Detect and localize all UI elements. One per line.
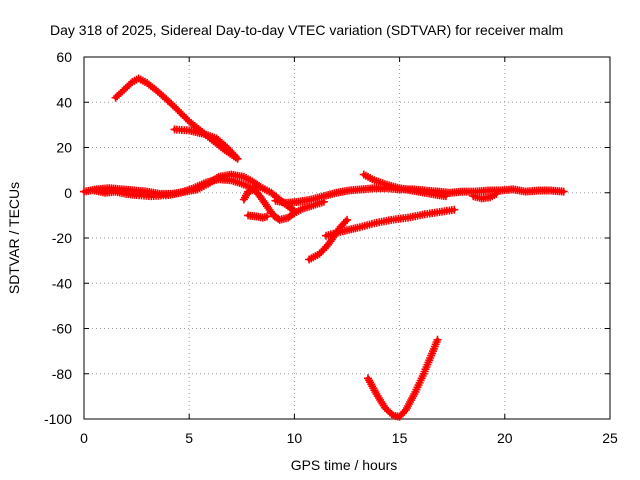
data-point-marker bbox=[433, 335, 442, 344]
y-tick-label: -60 bbox=[52, 321, 72, 337]
series-arc-12 bbox=[322, 205, 459, 240]
x-axis-label: GPS time / hours bbox=[291, 457, 398, 473]
series-arc-6 bbox=[244, 211, 271, 222]
x-tick-label: 10 bbox=[287, 430, 303, 446]
y-tick-label: -40 bbox=[52, 275, 72, 291]
series-arc-1 bbox=[111, 74, 242, 163]
series-arc-13 bbox=[364, 335, 442, 421]
y-tick-label: 20 bbox=[56, 140, 72, 156]
data-point-marker bbox=[231, 152, 240, 161]
plot-frame bbox=[83, 56, 611, 420]
series-arc-4 bbox=[90, 175, 257, 201]
gridlines bbox=[84, 57, 610, 419]
x-tick-label: 25 bbox=[602, 430, 618, 446]
y-tick-label: 0 bbox=[64, 185, 72, 201]
series-arc-8 bbox=[359, 170, 450, 201]
y-tick-label: -20 bbox=[52, 230, 72, 246]
data-point-marker bbox=[341, 217, 350, 226]
data-point-marker bbox=[492, 189, 501, 198]
axes bbox=[83, 56, 611, 420]
y-axis-label: SDTVAR / TECUs bbox=[6, 182, 22, 294]
series-arc-10 bbox=[469, 189, 501, 203]
chart-title: Day 318 of 2025, Sidereal Day-to-day VTE… bbox=[50, 22, 563, 38]
y-tick-label: 40 bbox=[56, 94, 72, 110]
x-tick-label: 20 bbox=[497, 430, 513, 446]
x-tick-label: 15 bbox=[392, 430, 408, 446]
series-arc-9 bbox=[433, 185, 568, 197]
tick-labels: 0 5 10 15 20 25 -100 -80 -60 -40 -20 0 20 40 60 bbox=[44, 49, 618, 446]
y-tick-label: -80 bbox=[52, 366, 72, 382]
plot-area bbox=[80, 74, 568, 421]
x-tick-label: 0 bbox=[80, 430, 88, 446]
data-point-marker bbox=[263, 212, 271, 221]
data-point-marker bbox=[343, 215, 351, 224]
series-arc-5 bbox=[239, 185, 328, 224]
series-arc-2 bbox=[170, 125, 240, 161]
y-tick-label: -100 bbox=[44, 411, 72, 427]
series-arc-11 bbox=[305, 215, 351, 264]
data-point-marker bbox=[559, 187, 568, 196]
y-tick-label: 60 bbox=[56, 49, 72, 65]
x-tick-label: 5 bbox=[185, 430, 193, 446]
data-point-marker bbox=[450, 205, 459, 214]
series-line bbox=[366, 337, 440, 419]
